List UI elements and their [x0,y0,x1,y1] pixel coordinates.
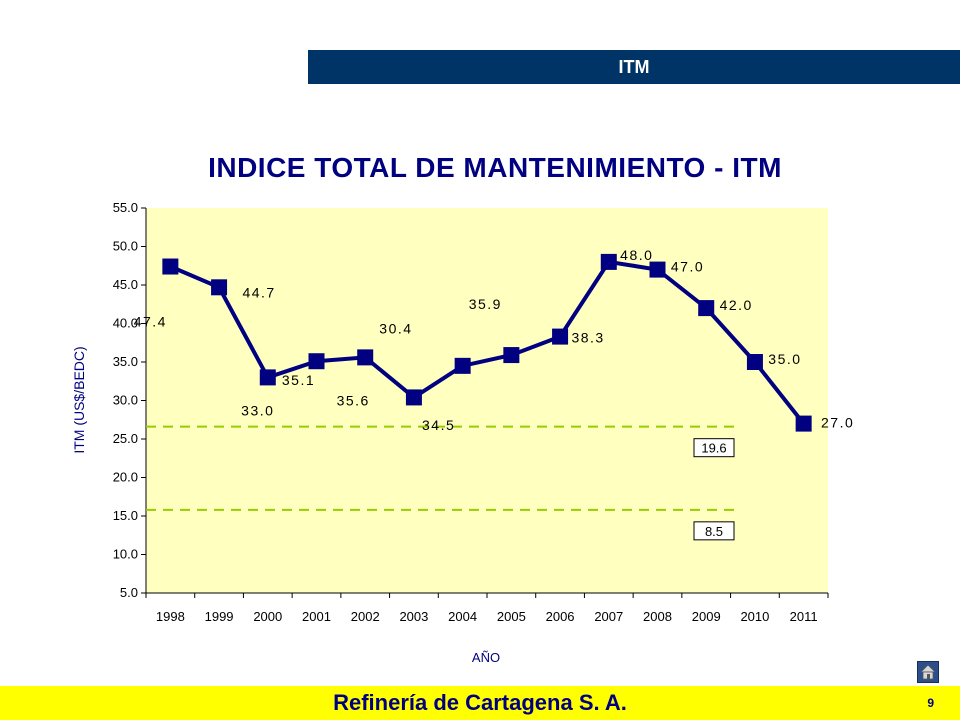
data-point [795,415,812,432]
company-name: Refinería de Cartagena S. A. [333,690,627,715]
reference-label: 8.5 [705,524,723,539]
home-icon [920,664,936,680]
x-tick-label: 1998 [156,609,185,624]
x-tick-label: 1999 [205,609,234,624]
data-label: 35.9 [469,296,502,312]
data-label: 30.4 [379,320,412,336]
x-tick-label: 2006 [546,609,575,624]
data-label: 47.0 [671,259,704,275]
data-point [454,357,471,374]
reference-label-box [693,438,735,458]
x-tick-label: 2005 [497,609,526,624]
section-title: ITM [618,57,650,77]
data-point [405,389,422,406]
y-tick-label: 50.0 [113,239,138,254]
data-label: 48.0 [620,247,653,263]
x-tick-label: 2004 [448,609,477,624]
x-axis-label: AÑO [472,650,500,665]
data-label: 34.5 [422,417,455,433]
x-tick-label: 2008 [643,609,672,624]
x-tick-label: 2009 [692,609,721,624]
data-point [357,349,374,366]
y-tick-label: 15.0 [113,508,138,523]
reference-label-box [693,521,735,541]
y-tick-label: 25.0 [113,431,138,446]
data-point [649,261,666,278]
data-label: 35.1 [282,372,315,388]
data-point [211,279,228,296]
data-point [162,258,179,275]
y-axis-label: ITM (US$/BEDC) [71,346,87,453]
x-tick-label: 2003 [399,609,428,624]
x-tick-label: 2010 [740,609,769,624]
x-tick-label: 2011 [790,609,818,624]
x-tick-label: 2007 [594,609,623,624]
data-label: 44.7 [242,284,275,300]
data-label: 35.0 [768,351,801,367]
data-label: 42.0 [720,297,753,313]
x-tick-label: 2000 [253,609,282,624]
x-tick-label: 2001 [302,609,331,624]
y-tick-label: 55.0 [113,200,138,215]
series-line [169,259,806,425]
chart-title: INDICE TOTAL DE MANTENIMIENTO - ITM [208,152,782,183]
data-point [552,328,569,345]
y-tick-label: 45.0 [113,277,138,292]
data-point [746,354,763,370]
data-label: 35.6 [337,392,370,408]
data-point [308,353,325,370]
x-tick-label: 2002 [351,609,380,624]
home-button[interactable] [917,661,939,683]
data-label: 47.4 [134,314,167,330]
y-tick-label: 10.0 [113,547,138,562]
page-number: 9 [927,696,934,710]
reference-label: 19.6 [701,441,726,456]
y-tick-label: 5.0 [120,585,138,600]
data-point [600,253,617,270]
footer-bar: Refinería de Cartagena S. A. 9 [0,686,960,720]
data-label: 27.0 [821,415,854,431]
y-tick-label: 30.0 [113,393,138,408]
data-point [503,347,520,364]
y-tick-label: 40.0 [113,316,138,331]
data-label: 38.3 [571,330,604,346]
data-point [698,300,715,317]
data-label: 33.0 [241,402,274,418]
data-point [259,369,276,386]
y-tick-label: 20.0 [113,470,138,485]
y-tick-label: 35.0 [113,354,138,369]
section-header: ITM [308,50,960,84]
